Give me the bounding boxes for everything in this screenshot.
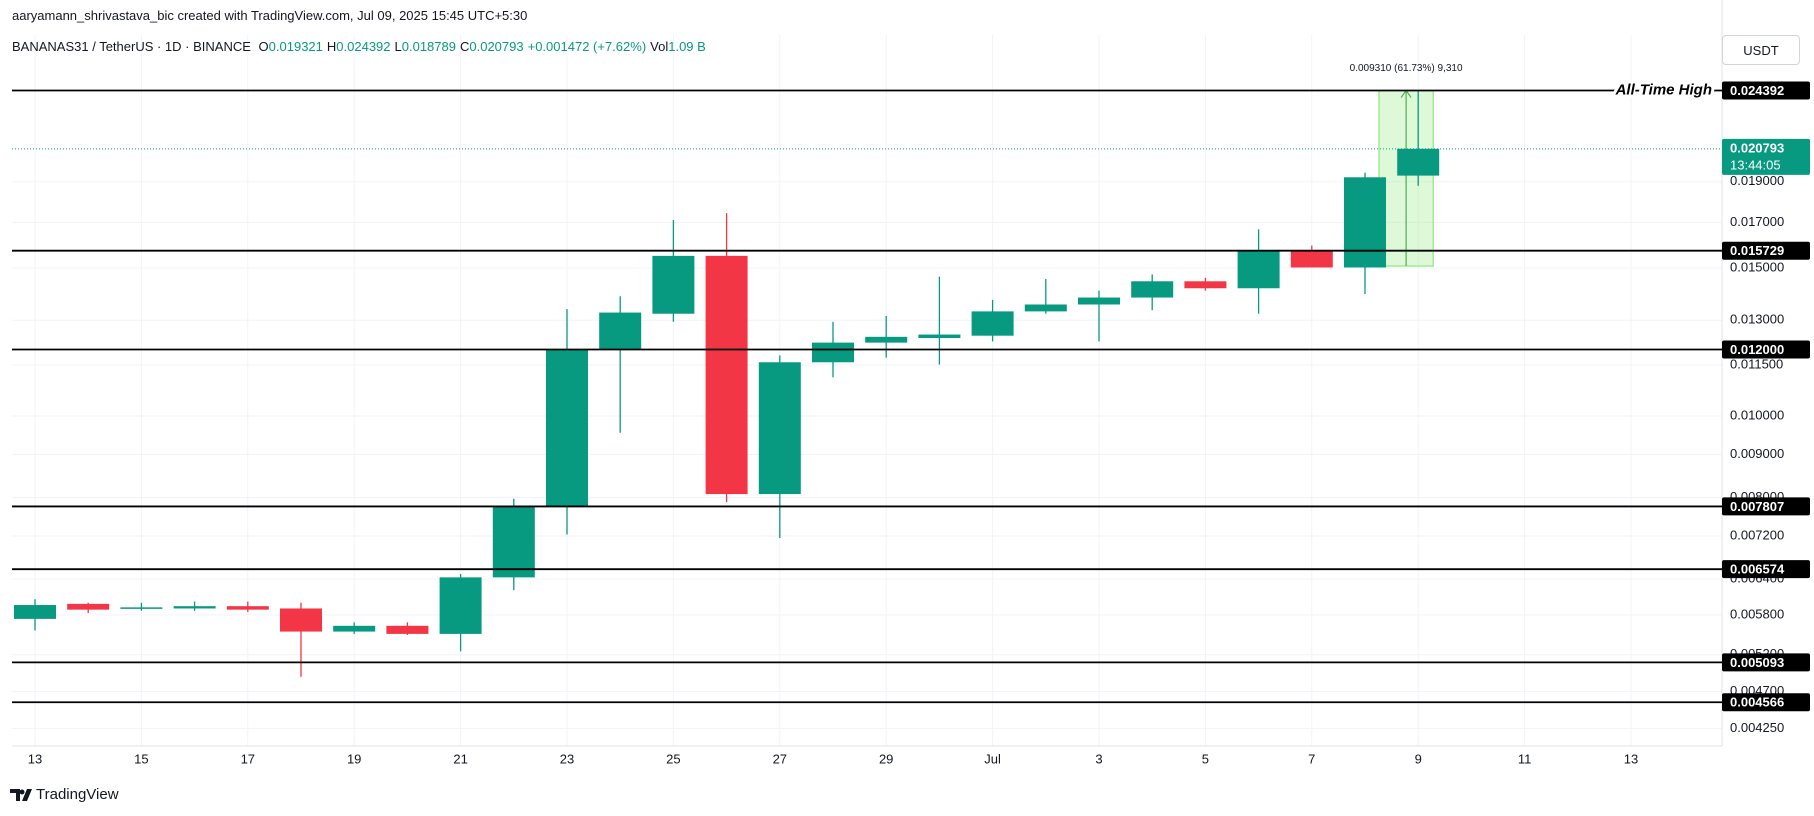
countdown: 13:44:05 — [1730, 157, 1781, 172]
level-note: All-Time High — [1615, 82, 1712, 99]
candle-body — [1397, 148, 1440, 176]
currency-button[interactable]: USDT — [1722, 35, 1800, 65]
change: +0.001472 (+7.62%) — [527, 39, 647, 54]
candle-body — [1131, 281, 1174, 298]
ohlc-value: 0.024392 — [336, 39, 391, 54]
candle-body — [1237, 251, 1280, 289]
price-tag — [1722, 138, 1810, 175]
candle-body — [971, 311, 1014, 336]
brand-name: TradingView — [36, 786, 119, 803]
brand-logo — [10, 788, 32, 801]
y-tick-label: 0.005800 — [1730, 606, 1784, 621]
x-tick-label: 23 — [560, 751, 574, 766]
x-tick-label: 13 — [1624, 751, 1638, 766]
candle-body — [705, 255, 748, 495]
level-tag — [1722, 653, 1810, 672]
x-tick-label: 13 — [28, 751, 42, 766]
volume-key: Vol — [650, 39, 669, 54]
level-label: 0.007807 — [1730, 499, 1784, 514]
candle-body — [812, 342, 854, 363]
level-tag — [1722, 693, 1810, 712]
ohlc-key: L — [394, 39, 402, 54]
candle-body — [758, 362, 801, 495]
level-tag — [1722, 340, 1810, 359]
candle-body — [173, 606, 216, 609]
level-tag — [1722, 497, 1810, 516]
x-tick-label: 21 — [453, 751, 467, 766]
candle-body — [918, 334, 961, 338]
ohlc-key: H — [326, 39, 337, 54]
ohlc-value: 0.018789 — [401, 39, 456, 54]
ohlc-value: 0.020793 — [469, 39, 524, 54]
brand: TradingView — [10, 786, 119, 803]
level-tag — [1722, 560, 1810, 579]
y-tick-label: 0.013000 — [1730, 312, 1784, 327]
y-tick-label: 0.007200 — [1730, 527, 1784, 542]
y-tick-label: 0.010000 — [1730, 407, 1784, 422]
candle-body — [865, 336, 908, 343]
x-tick-label: 29 — [879, 751, 893, 766]
candle-body — [1024, 304, 1067, 312]
level-tag — [1722, 241, 1810, 260]
y-tick-label: 0.004250 — [1730, 720, 1784, 735]
y-tick-label: 0.015000 — [1730, 259, 1784, 274]
level-tag — [1722, 81, 1810, 100]
candle-body — [333, 625, 376, 632]
x-tick-label: Jul — [984, 751, 1001, 766]
measure-label: 0.009310 (61.73%) 9,310 — [1350, 63, 1463, 74]
candle-body — [1290, 251, 1333, 268]
candle-body — [280, 608, 322, 632]
ohlc-value: 0.019321 — [268, 39, 323, 54]
x-tick-label: 9 — [1415, 751, 1422, 766]
level-label: 0.012000 — [1730, 342, 1784, 357]
volume: 1.09 B — [668, 39, 706, 54]
candle-body — [386, 625, 429, 634]
price-label: 0.020793 — [1730, 140, 1784, 155]
candle-body — [14, 605, 56, 619]
candle-body — [120, 607, 163, 609]
y-tick-label: 0.019000 — [1730, 173, 1784, 188]
candle-body — [67, 603, 110, 610]
ohlc-key: O — [258, 39, 269, 54]
ohlc-key: C — [459, 39, 470, 54]
candle-body — [599, 312, 642, 350]
candle-body — [1078, 297, 1120, 305]
candle-body — [546, 349, 588, 507]
y-tick-label: 0.017000 — [1730, 214, 1784, 229]
x-tick-label: 19 — [347, 751, 361, 766]
candle-body — [492, 506, 535, 578]
x-tick-label: 25 — [666, 751, 680, 766]
symbol: BANANAS31 / TetherUS · 1D · BINANCE — [12, 39, 251, 54]
x-tick-label: 17 — [241, 751, 255, 766]
candle-body — [652, 255, 695, 314]
x-tick-label: 7 — [1308, 751, 1315, 766]
y-tick-label: 0.011500 — [1730, 356, 1783, 371]
candle-body — [1344, 177, 1386, 268]
candle-body — [1184, 281, 1227, 289]
level-label: 0.015729 — [1730, 243, 1784, 258]
level-label: 0.005093 — [1730, 655, 1784, 670]
x-tick-label: 15 — [134, 751, 148, 766]
y-tick-label: 0.009000 — [1730, 446, 1784, 461]
x-tick-label: 27 — [773, 751, 787, 766]
x-tick-label: 3 — [1095, 751, 1102, 766]
level-label: 0.006574 — [1730, 562, 1785, 577]
symbol-legend: BANANAS31 / TetherUS · 1D · BINANCE O0.0… — [12, 39, 710, 54]
candle-body — [439, 577, 482, 634]
x-tick-label: 11 — [1518, 751, 1532, 766]
attribution: aaryamann_shrivastava_bic created with T… — [12, 8, 528, 23]
candle-body — [226, 606, 269, 610]
level-label: 0.024392 — [1730, 83, 1784, 98]
x-tick-label: 5 — [1202, 751, 1209, 766]
level-label: 0.004566 — [1730, 695, 1784, 710]
